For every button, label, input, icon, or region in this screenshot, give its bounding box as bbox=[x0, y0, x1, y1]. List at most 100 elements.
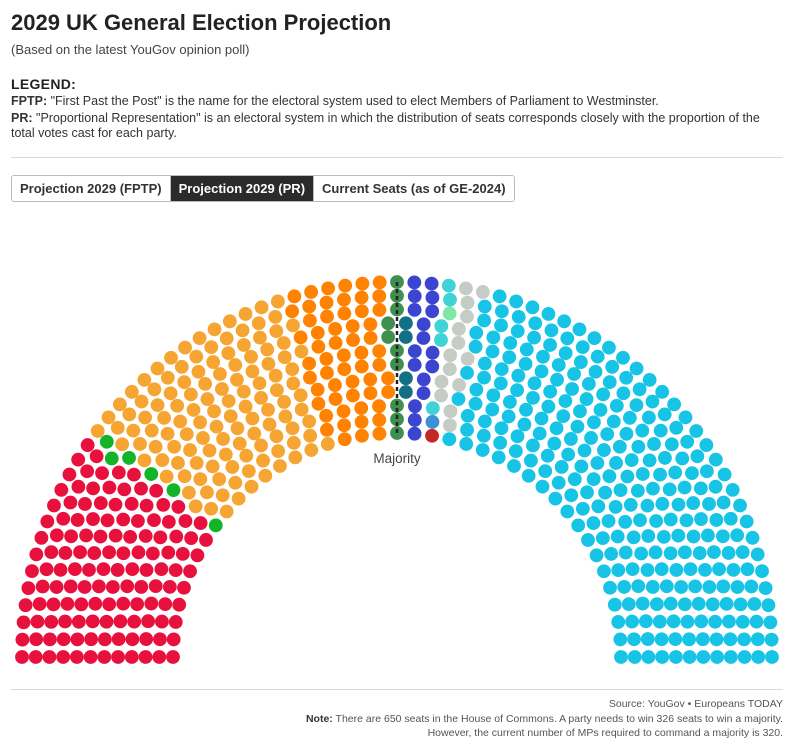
seat-dot-party-4 bbox=[337, 418, 351, 433]
seat-dot-party-1 bbox=[95, 466, 109, 481]
seat-dot-party-13 bbox=[604, 546, 619, 561]
seat-dot-party-13 bbox=[620, 469, 635, 484]
seat-dot-party-1 bbox=[139, 563, 154, 577]
legend-heading: LEGEND: bbox=[11, 76, 77, 92]
seat-dot-party-1 bbox=[149, 483, 164, 498]
seat-dot-party-3 bbox=[231, 491, 246, 506]
page-title: 2029 UK General Election Projection bbox=[11, 10, 392, 35]
seat-dot-party-4 bbox=[302, 356, 317, 371]
seat-dot-party-13 bbox=[519, 402, 533, 417]
seat-dot-party-13 bbox=[726, 562, 741, 577]
seat-dot-party-4 bbox=[303, 370, 317, 385]
seat-dot-party-13 bbox=[509, 294, 524, 309]
seat-dot-party-13 bbox=[475, 443, 490, 457]
seat-dot-party-12 bbox=[443, 418, 457, 433]
seat-dot-party-13 bbox=[543, 384, 558, 399]
seat-dot-party-13 bbox=[556, 409, 571, 424]
seat-dot-party-3 bbox=[244, 349, 258, 364]
seat-dot-party-3 bbox=[191, 364, 206, 379]
seat-dot-party-13 bbox=[664, 437, 679, 452]
seat-dot-party-13 bbox=[608, 500, 623, 514]
seat-dot-party-1 bbox=[39, 562, 54, 577]
seat-dot-party-13 bbox=[686, 529, 701, 544]
seat-dot-party-1 bbox=[53, 562, 68, 577]
tab-projection-fptp[interactable]: Projection 2029 (FPTP) bbox=[12, 176, 171, 201]
seat-dot-party-13 bbox=[485, 344, 500, 359]
seat-dot-party-13 bbox=[460, 422, 474, 437]
seat-dot-party-1 bbox=[85, 614, 100, 629]
seat-dot-party-13 bbox=[659, 579, 674, 594]
seat-dot-party-13 bbox=[525, 300, 540, 315]
seat-dot-party-5 bbox=[390, 398, 404, 413]
seat-dot-party-13 bbox=[642, 410, 656, 425]
seat-dot-party-13 bbox=[526, 438, 540, 453]
seat-dot-party-1 bbox=[111, 632, 126, 647]
seat-dot-party-1 bbox=[153, 632, 167, 647]
seat-dot-party-3 bbox=[192, 331, 207, 346]
seat-dot-party-13 bbox=[507, 459, 521, 473]
seat-dot-party-3 bbox=[198, 376, 213, 391]
seat-dot-party-7 bbox=[407, 413, 422, 427]
seat-dot-party-1 bbox=[18, 598, 33, 613]
seat-dot-party-11 bbox=[425, 428, 439, 443]
seat-dot-party-7 bbox=[416, 386, 431, 401]
seat-dot-party-13 bbox=[723, 511, 738, 526]
seat-dot-party-4 bbox=[345, 374, 360, 389]
seat-dot-party-13 bbox=[581, 376, 596, 391]
seat-dot-party-13 bbox=[737, 632, 751, 647]
seat-dot-party-13 bbox=[601, 514, 616, 528]
seat-dot-party-3 bbox=[288, 450, 303, 465]
seat-dot-party-1 bbox=[29, 547, 44, 562]
seat-dot-party-5 bbox=[390, 357, 404, 372]
seat-dot-party-13 bbox=[597, 564, 611, 579]
seat-dot-party-4 bbox=[319, 351, 334, 366]
seat-dot-party-3 bbox=[170, 398, 185, 413]
seat-dot-party-13 bbox=[587, 415, 601, 430]
seat-dot-party-13 bbox=[619, 426, 634, 441]
seat-dot-party-13 bbox=[631, 579, 646, 594]
seat-dot-party-13 bbox=[722, 614, 736, 629]
seat-dot-party-7 bbox=[425, 290, 440, 305]
seat-dot-party-13 bbox=[508, 444, 523, 459]
seat-dot-party-13 bbox=[708, 452, 723, 467]
seat-dot-party-13 bbox=[652, 614, 667, 629]
seat-dot-party-13 bbox=[610, 529, 625, 544]
tab-current-seats[interactable]: Current Seats (as of GE-2024) bbox=[314, 176, 514, 201]
seat-dot-party-1 bbox=[49, 528, 64, 543]
seat-dot-party-4 bbox=[354, 290, 369, 305]
seat-dot-party-3 bbox=[221, 394, 236, 408]
tab-projection-pr[interactable]: Projection 2029 (PR) bbox=[170, 176, 315, 201]
seat-dot-party-1 bbox=[60, 597, 75, 611]
seat-dot-party-3 bbox=[126, 423, 141, 438]
seat-dot-party-13 bbox=[502, 350, 517, 365]
seat-dot-party-1 bbox=[93, 529, 108, 544]
seat-dot-party-3 bbox=[270, 294, 285, 309]
seat-dot-party-9 bbox=[425, 415, 440, 429]
seat-dot-party-1 bbox=[16, 615, 31, 630]
seat-dot-party-12 bbox=[460, 295, 475, 310]
seat-dot-party-3 bbox=[138, 410, 153, 425]
seat-dot-party-1 bbox=[116, 512, 131, 527]
seat-dot-party-13 bbox=[647, 437, 661, 451]
seat-dot-party-13 bbox=[600, 427, 615, 442]
seat-dot-party-1 bbox=[171, 500, 186, 514]
seat-dot-party-13 bbox=[695, 632, 710, 647]
seat-dot-party-3 bbox=[110, 420, 125, 435]
seat-dot-party-3 bbox=[205, 459, 220, 474]
seat-group bbox=[15, 275, 779, 664]
seat-dot-party-4 bbox=[354, 359, 369, 374]
seat-dot-party-12 bbox=[443, 404, 458, 419]
seat-dot-party-3 bbox=[200, 485, 214, 500]
seat-dot-party-13 bbox=[622, 410, 637, 425]
seat-dot-party-3 bbox=[236, 384, 251, 399]
seat-dot-party-13 bbox=[617, 580, 632, 594]
seat-dot-party-13 bbox=[607, 597, 622, 612]
seat-dot-party-13 bbox=[517, 417, 532, 432]
seat-dot-party-5 bbox=[390, 288, 404, 303]
seat-dot-party-13 bbox=[469, 325, 484, 340]
seat-dot-party-13 bbox=[598, 485, 613, 500]
seat-dot-party-1 bbox=[130, 514, 145, 528]
seat-dot-party-13 bbox=[580, 485, 594, 500]
seat-dot-party-5 bbox=[390, 412, 404, 427]
seat-dot-party-13 bbox=[519, 342, 534, 357]
